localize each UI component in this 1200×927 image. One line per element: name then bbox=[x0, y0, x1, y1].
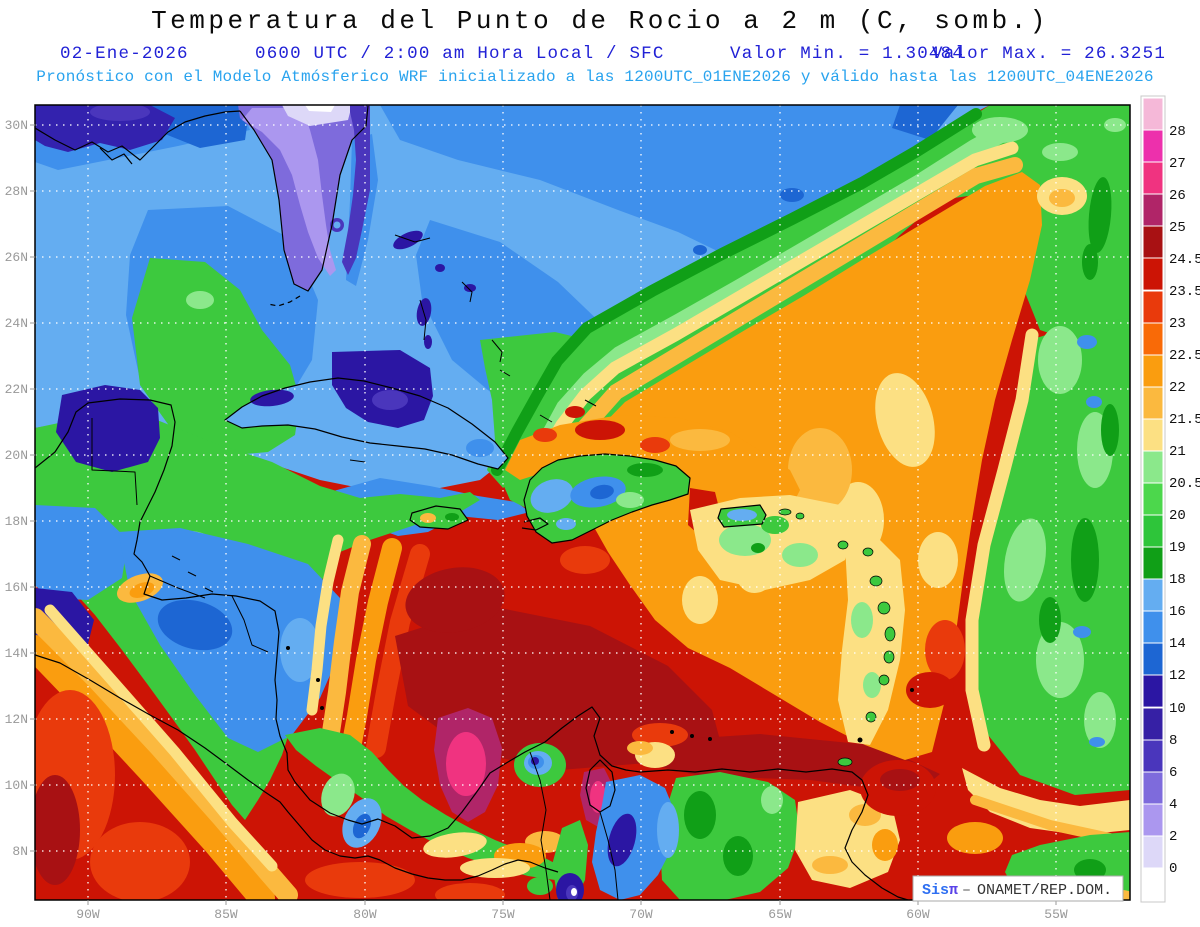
colorbar-tick-label: 23.5 bbox=[1169, 284, 1200, 300]
colorbar-tick-label: 4 bbox=[1169, 797, 1177, 813]
lat-label: 18N bbox=[5, 514, 28, 529]
lat-label: 14N bbox=[5, 646, 28, 661]
svg-text:Sisπ–ONAMET/REP.DOM.: Sisπ – ONAMET/REP.DOM. bbox=[922, 882, 1112, 899]
lon-label: 60W bbox=[906, 907, 930, 922]
gridlines bbox=[35, 105, 1130, 900]
pi-icon: π bbox=[949, 882, 958, 899]
colorbar-tick-label: 10 bbox=[1169, 701, 1186, 717]
map-frame bbox=[34, 104, 1131, 901]
colorbar-tick-label: 18 bbox=[1169, 572, 1186, 588]
colorbar-tick-label: 12 bbox=[1169, 668, 1186, 684]
lon-label: 80W bbox=[353, 907, 377, 922]
colorbar-tick-label: 16 bbox=[1169, 604, 1186, 620]
colorbar-tick-label: 28 bbox=[1169, 124, 1186, 140]
watermark-dash: – bbox=[962, 882, 971, 899]
watermark: Sisπ – ONAMET/REP.DOM. bbox=[912, 875, 1124, 902]
colorbar-tick-label: 22 bbox=[1169, 380, 1186, 396]
lat-label: 20N bbox=[5, 448, 28, 463]
florida-cold-pool bbox=[238, 105, 370, 291]
header: Temperatura del Punto de Rocio a 2 m (C,… bbox=[0, 0, 1200, 96]
lat-label: 12N bbox=[5, 712, 28, 727]
colorbar-tick-label: 6 bbox=[1169, 765, 1177, 781]
value-min: Valor Min. = 1.30484 bbox=[730, 44, 965, 64]
colorbar-tick-label: 8 bbox=[1169, 733, 1177, 749]
model-init-line: Pronóstico con el Modelo Atmósferico WRF… bbox=[36, 68, 1154, 86]
lat-label: 26N bbox=[5, 250, 28, 265]
lon-label: 55W bbox=[1044, 907, 1068, 922]
islands bbox=[225, 350, 914, 767]
colorbar: 28 27 26 25 24.5 23.5 23 22.5 22 21.5 21… bbox=[1140, 95, 1200, 903]
lat-label: 16N bbox=[5, 580, 28, 595]
page-title: Temperatura del Punto de Rocio a 2 m (C,… bbox=[151, 6, 1049, 36]
colorbar-tick-label: 0 bbox=[1169, 861, 1177, 877]
colorbar-tick-label: 20 bbox=[1169, 508, 1186, 524]
colorbar-tick-label: 25 bbox=[1169, 220, 1186, 236]
colorbar-tick-label: 14 bbox=[1169, 636, 1186, 652]
colorbar-tick-label: 2 bbox=[1169, 829, 1177, 845]
lon-label: 75W bbox=[491, 907, 515, 922]
forecast-date: 02-Ene-2026 bbox=[60, 44, 189, 64]
watermark-source: ONAMET/REP.DOM. bbox=[977, 882, 1112, 899]
colorbar-tick-label: 21 bbox=[1169, 444, 1186, 460]
colorbar-tick-label: 22.5 bbox=[1169, 348, 1200, 364]
colorbar-tick-label: 19 bbox=[1169, 540, 1186, 556]
lon-label: 90W bbox=[76, 907, 100, 922]
lat-label: 24N bbox=[5, 316, 28, 331]
forecast-valid-time: 0600 UTC / 2:00 am Hora Local / SFC bbox=[255, 44, 665, 64]
colorbar-tick-label: 23 bbox=[1169, 316, 1186, 332]
lat-label: 10N bbox=[5, 778, 28, 793]
lat-axis: 30N 28N 26N 24N 22N 20N 18N 16N 14N 12N … bbox=[5, 118, 35, 859]
colorbar-tick-label: 24.5 bbox=[1169, 252, 1200, 268]
coastlines bbox=[35, 105, 909, 900]
lat-label: 22N bbox=[5, 382, 28, 397]
value-max: Valor Max. = 26.3251 bbox=[932, 44, 1167, 64]
lat-label: 28N bbox=[5, 184, 28, 199]
lat-label: 30N bbox=[5, 118, 28, 133]
lon-label: 85W bbox=[214, 907, 238, 922]
lon-axis: 90W 85W 80W 75W 70W 65W 60W 55W bbox=[76, 900, 1068, 922]
colorbar-tick-label: 21.5 bbox=[1169, 412, 1200, 428]
lon-label: 70W bbox=[629, 907, 653, 922]
colorbar-tick-label: 20.5 bbox=[1169, 476, 1200, 492]
lat-label: 8N bbox=[12, 844, 28, 859]
colorbar-tick-label: 27 bbox=[1169, 156, 1186, 172]
colorbar-tick-label: 26 bbox=[1169, 188, 1186, 204]
lon-label: 65W bbox=[768, 907, 792, 922]
brand-sis: Sis bbox=[922, 882, 949, 899]
dewpoint-field bbox=[35, 105, 1130, 900]
